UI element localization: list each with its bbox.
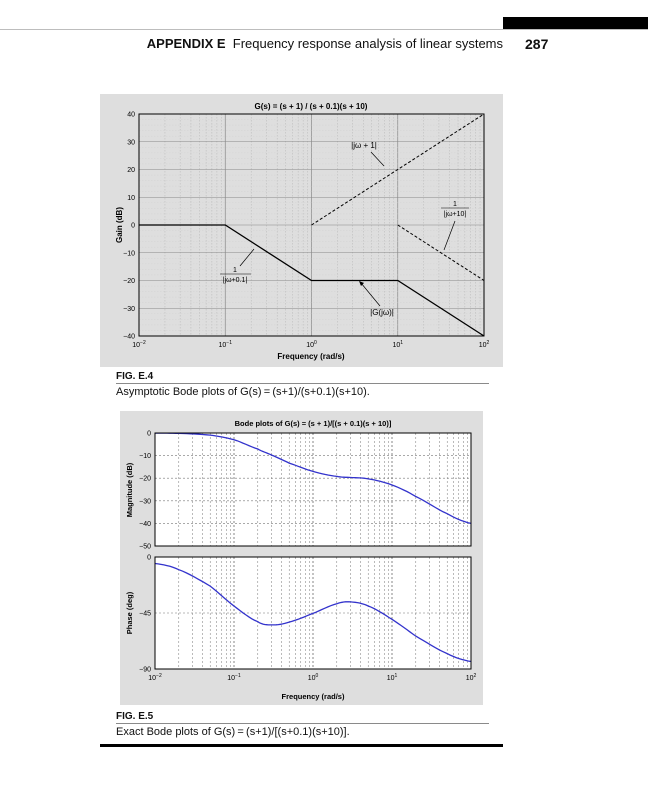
running-header-section: APPENDIX E Frequency response analysis o… xyxy=(147,36,503,51)
g-jw-asymptote xyxy=(139,224,485,337)
fig-e4-chart: −40 −30 −20 −10 0 10 20 30 40 10−2 10−1 100 101 102 G… xyxy=(115,102,490,361)
page-bottom-rule xyxy=(100,744,503,747)
annotation-jw-plus-10-pointer xyxy=(443,220,456,251)
fig-e4-y-tick-label: 20 xyxy=(127,167,135,174)
fig-e4-y-tick-label: −30 xyxy=(123,306,135,313)
fig-e4-x-tick-label: 10−2 xyxy=(132,340,146,349)
magnitude-y-tick-label: 0 xyxy=(147,431,151,438)
annotation-jw-plus-0.1-denominator: |jω+0.1| xyxy=(223,277,248,284)
fig-e5-chart: −50 −40 −30 −20 −10 0 −90 −45 0 10−2 10−1 100 101 10… xyxy=(125,419,477,701)
fig-e4-y-tick-label: −20 xyxy=(123,278,135,285)
phase-x-tick-label: 100 xyxy=(308,673,319,682)
magnitude-y-tick-label: −10 xyxy=(139,453,151,460)
phase-y-tick-label: −45 xyxy=(139,611,151,618)
fig-e4-plot-frame xyxy=(138,113,485,337)
magnitude-curve xyxy=(155,432,472,525)
page-number: 287 xyxy=(525,36,549,52)
fig-e4-x-axis-label: Frequency (rad/s) xyxy=(277,352,344,361)
fig-e4-chart-title: G(s) = (s + 1) / (s + 0.1)(s + 10) xyxy=(255,102,368,111)
fig-e5-x-axis-label: Frequency (rad/s) xyxy=(282,692,345,701)
phase-curve xyxy=(154,562,472,663)
appendix-label: APPENDIX E xyxy=(146,36,226,51)
phase-y-tick-label: −90 xyxy=(139,667,151,674)
annotation-g-jw-pointer xyxy=(360,282,381,307)
fig-e4-x-tick-label: 100 xyxy=(306,340,317,349)
fig-e5-panel: −50 −40 −30 −20 −10 0 −90 −45 0 10−2 10−1 100 101 10… xyxy=(120,411,483,705)
fig-e5-label: FIG. E.5 xyxy=(116,711,154,722)
annotation-jw-plus-0.1-pointer xyxy=(239,248,255,267)
phase-x-tick-label: 101 xyxy=(387,673,398,682)
fig-e4-y-tick-label: −40 xyxy=(123,334,135,341)
fig-e4-y-tick-label: 10 xyxy=(127,195,135,202)
phase-plot-frame xyxy=(154,556,472,670)
magnitude-plot-frame xyxy=(154,432,472,547)
annotation-jw-plus-10-numerator: 1 xyxy=(453,201,457,208)
jw-plus-10-asymptote xyxy=(397,224,485,281)
header-rule xyxy=(0,29,648,30)
magnitude-y-tick-label: −50 xyxy=(139,544,151,551)
magnitude-y-tick-label: −30 xyxy=(139,498,151,505)
magnitude-y-tick-label: −20 xyxy=(139,476,151,483)
fig-e4-x-tick-label: 101 xyxy=(392,340,403,349)
phase-y-tick-label: 0 xyxy=(147,555,151,562)
fig-e4-caption: Asymptotic Bode plots of G(s) = (s+1)/(s… xyxy=(116,386,370,398)
annotation-jw-plus-1: |jω + 1| xyxy=(351,141,377,150)
fig-e4-y-tick-label: 40 xyxy=(127,112,135,119)
fig-e4-y-axis-label: Gain (dB) xyxy=(115,207,124,243)
jw-plus-1-asymptote xyxy=(311,113,485,226)
phase-x-tick-label: 10−2 xyxy=(148,673,162,682)
fig-e4-x-tick-label: 10−1 xyxy=(219,340,233,349)
magnitude-y-axis-label: Magnitude (dB) xyxy=(125,462,134,517)
phase-x-tick-label: 102 xyxy=(466,673,477,682)
fig-e5-chart-title: Bode plots of G(s) = (s + 1)/[(s + 0.1)(… xyxy=(235,419,392,428)
header-black-bar xyxy=(503,17,648,29)
annotation-jw-plus-10-denominator: |jω+10| xyxy=(444,211,467,218)
fig-e4-y-tick-label: 0 xyxy=(131,223,135,230)
phase-x-tick-label: 10−1 xyxy=(227,673,241,682)
fig-e5-caption: Exact Bode plots of G(s) = (s+1)/[(s+0.1… xyxy=(116,726,350,738)
fig-e4-caption-rule xyxy=(116,383,489,384)
running-header: APPENDIX E Frequency response analysis o… xyxy=(0,36,648,54)
fig-e5-caption-rule xyxy=(116,723,489,724)
fig-e4-y-tick-label: −10 xyxy=(123,250,135,257)
fig-e4-y-tick-label: 30 xyxy=(127,139,135,146)
magnitude-y-tick-label: −40 xyxy=(139,521,151,528)
section-title: Frequency response analysis of linear sy… xyxy=(232,36,503,51)
annotation-jw-plus-1-pointer xyxy=(370,151,385,167)
fig-e4-x-tick-label: 102 xyxy=(479,340,490,349)
annotation-g-jw: |G(jω)| xyxy=(370,308,394,317)
annotation-g-jw-arrowhead xyxy=(359,281,364,286)
phase-y-axis-label: Phase (deg) xyxy=(125,591,134,634)
annotation-jw-plus-0.1-numerator: 1 xyxy=(233,267,237,274)
fig-e4-panel: −40 −30 −20 −10 0 10 20 30 40 10−2 10−1 100 101 102 G… xyxy=(100,94,503,367)
fig-e4-label: FIG. E.4 xyxy=(116,371,154,382)
